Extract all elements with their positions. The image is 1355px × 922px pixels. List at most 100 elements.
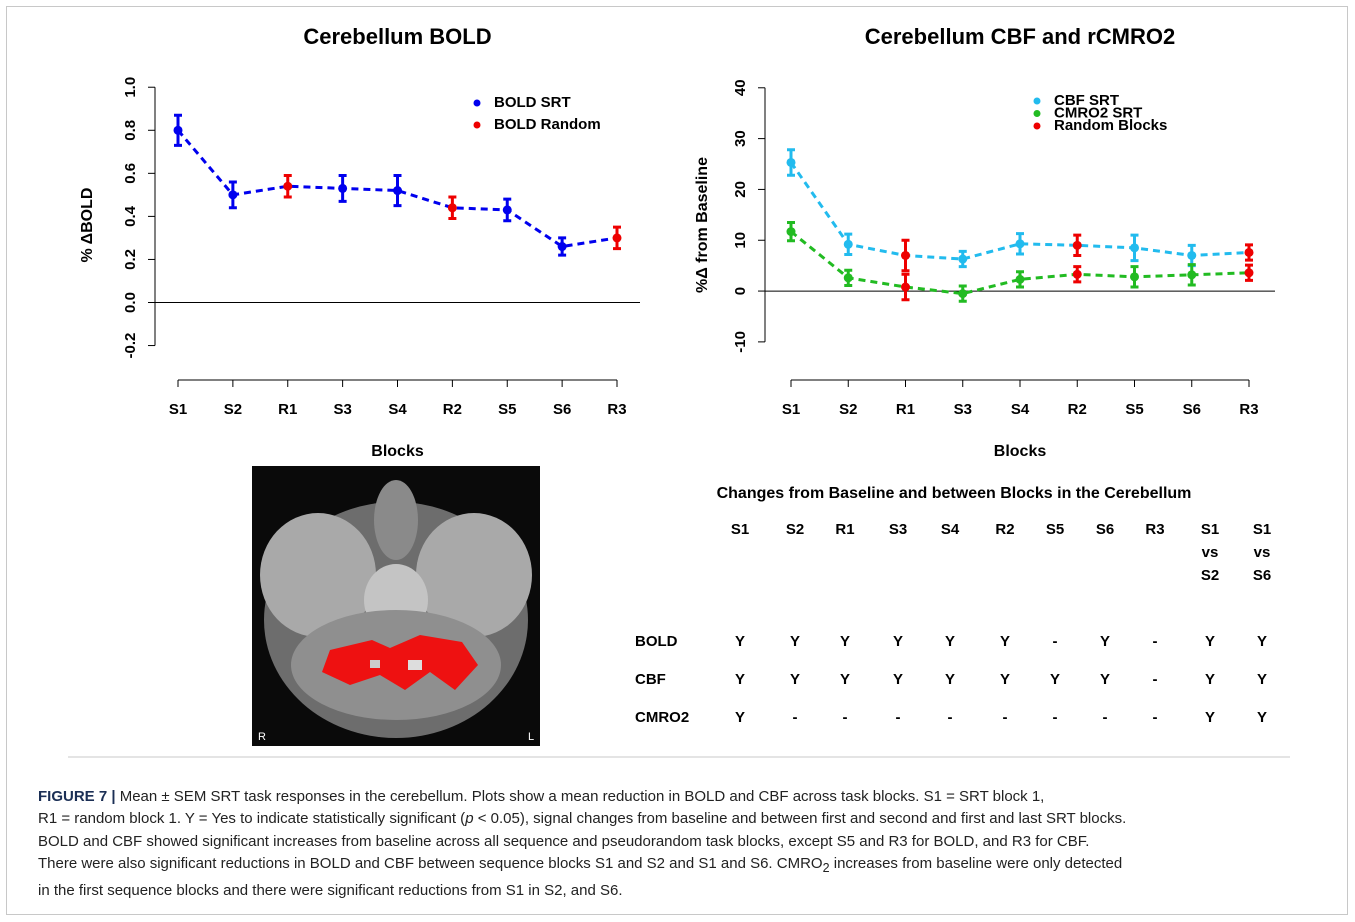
y-tick-label: -10 bbox=[732, 331, 749, 353]
y-tick-label: 0.6 bbox=[122, 163, 139, 184]
y-tick-label: 0.8 bbox=[122, 120, 139, 141]
data-point bbox=[1073, 270, 1082, 279]
x-tick-label: S4 bbox=[1011, 401, 1030, 418]
x-tick-label: S1 bbox=[782, 401, 800, 418]
data-point bbox=[787, 158, 796, 167]
row-label: CBF bbox=[635, 671, 666, 688]
table-cell: - bbox=[843, 709, 848, 726]
data-point bbox=[1187, 251, 1196, 260]
y-tick-label: 1.0 bbox=[122, 77, 139, 98]
y-tick-label: 0.4 bbox=[122, 205, 139, 227]
data-point bbox=[338, 184, 347, 193]
legend-label: BOLD Random bbox=[494, 116, 601, 133]
caption-text: R1 = random block 1. Y = Yes to indicate… bbox=[38, 810, 465, 827]
table-cell: - bbox=[1153, 633, 1158, 650]
table-cell: Y bbox=[893, 633, 903, 650]
data-point bbox=[503, 205, 512, 214]
table-cell: Y bbox=[840, 671, 850, 688]
y-tick-label: 30 bbox=[732, 130, 749, 147]
table-cell: Y bbox=[1205, 671, 1215, 688]
data-point bbox=[393, 186, 402, 195]
table-header: R3 bbox=[1145, 521, 1164, 538]
table-cell: Y bbox=[1205, 633, 1215, 650]
data-point bbox=[228, 190, 237, 199]
data-point bbox=[1130, 243, 1139, 252]
caption-text: BOLD and CBF showed significant increase… bbox=[38, 833, 1089, 850]
data-point bbox=[558, 242, 567, 251]
data-point bbox=[901, 283, 910, 292]
y-tick-label: 20 bbox=[732, 181, 749, 198]
table-cell: Y bbox=[1205, 709, 1215, 726]
image-label: R bbox=[258, 731, 266, 743]
x-tick-label: R3 bbox=[1239, 401, 1258, 418]
legend-label: BOLD SRT bbox=[494, 94, 571, 111]
data-point bbox=[174, 126, 183, 135]
x-tick-label: R2 bbox=[1068, 401, 1087, 418]
x-tick-label: S5 bbox=[1125, 401, 1143, 418]
caption: FIGURE 7 | Mean ± SEM SRT task responses… bbox=[38, 786, 1333, 902]
legend-label: Random Blocks bbox=[1054, 117, 1167, 134]
table-cell: - bbox=[1153, 709, 1158, 726]
y-axis-label: % ΔBOLD bbox=[79, 188, 96, 263]
legend-marker bbox=[474, 100, 481, 107]
data-point bbox=[1016, 239, 1025, 248]
x-tick-label: S4 bbox=[388, 401, 407, 418]
data-point bbox=[1073, 241, 1082, 250]
table-cell: - bbox=[948, 709, 953, 726]
legend-marker bbox=[1034, 98, 1041, 105]
x-tick-label: S3 bbox=[954, 401, 972, 418]
table-header: S5 bbox=[1046, 521, 1064, 538]
x-tick-label: S6 bbox=[553, 401, 571, 418]
figure: R L Cerebellum BOLD-0.20.00.20.40.60.81.… bbox=[0, 0, 1355, 922]
y-axis-label: %Δ from Baseline bbox=[694, 157, 711, 293]
x-tick-label: S1 bbox=[169, 401, 187, 418]
row-label: CMRO2 bbox=[635, 709, 689, 726]
table-cell: - bbox=[1053, 709, 1058, 726]
data-point bbox=[1245, 268, 1254, 277]
table-header: S6 bbox=[1096, 521, 1114, 538]
y-tick-label: 0 bbox=[732, 287, 749, 295]
table-cell: Y bbox=[1050, 671, 1060, 688]
table-cell: Y bbox=[790, 633, 800, 650]
x-tick-label: S2 bbox=[224, 401, 242, 418]
image-label: L bbox=[528, 731, 534, 743]
data-point bbox=[787, 227, 796, 236]
table-title: Changes from Baseline and between Blocks… bbox=[717, 485, 1192, 502]
table-header: S3 bbox=[889, 521, 907, 538]
data-point bbox=[448, 203, 457, 212]
x-tick-label: S6 bbox=[1183, 401, 1201, 418]
page: R L Cerebellum BOLD-0.20.00.20.40.60.81.… bbox=[0, 0, 1355, 922]
table-cell: Y bbox=[1100, 671, 1110, 688]
table-cell: - bbox=[1053, 633, 1058, 650]
table-cell: Y bbox=[1100, 633, 1110, 650]
table-cell: - bbox=[793, 709, 798, 726]
caption-text: increases from baseline were only detect… bbox=[830, 855, 1123, 872]
chart-title: Cerebellum BOLD bbox=[303, 24, 491, 49]
data-point bbox=[1016, 275, 1025, 284]
table-cell: Y bbox=[790, 671, 800, 688]
table-cell: Y bbox=[1000, 633, 1010, 650]
table-cell: Y bbox=[735, 633, 745, 650]
table-cell: Y bbox=[840, 633, 850, 650]
table-header: vs bbox=[1202, 544, 1219, 561]
x-axis-label: Blocks bbox=[371, 443, 424, 460]
table-cell: - bbox=[1153, 671, 1158, 688]
y-tick-label: 0.0 bbox=[122, 292, 139, 313]
caption-text: in the first sequence blocks and there w… bbox=[38, 882, 623, 899]
data-point bbox=[1245, 248, 1254, 257]
caption-label: FIGURE 7 | bbox=[38, 788, 116, 805]
caption-text: There were also significant reductions i… bbox=[38, 855, 823, 872]
table-cell: Y bbox=[735, 709, 745, 726]
caption-text: Mean ± SEM SRT task responses in the cer… bbox=[116, 788, 1045, 805]
table-header: S2 bbox=[786, 521, 804, 538]
data-point bbox=[613, 233, 622, 242]
y-tick-label: 10 bbox=[732, 232, 749, 249]
table-cell: Y bbox=[1000, 671, 1010, 688]
data-point bbox=[844, 273, 853, 282]
table-cell: Y bbox=[735, 671, 745, 688]
data-point bbox=[283, 182, 292, 191]
caption-text: 2 bbox=[823, 861, 830, 875]
data-point bbox=[901, 251, 910, 260]
y-tick-label: 0.2 bbox=[122, 249, 139, 270]
table-cell: Y bbox=[1257, 633, 1267, 650]
